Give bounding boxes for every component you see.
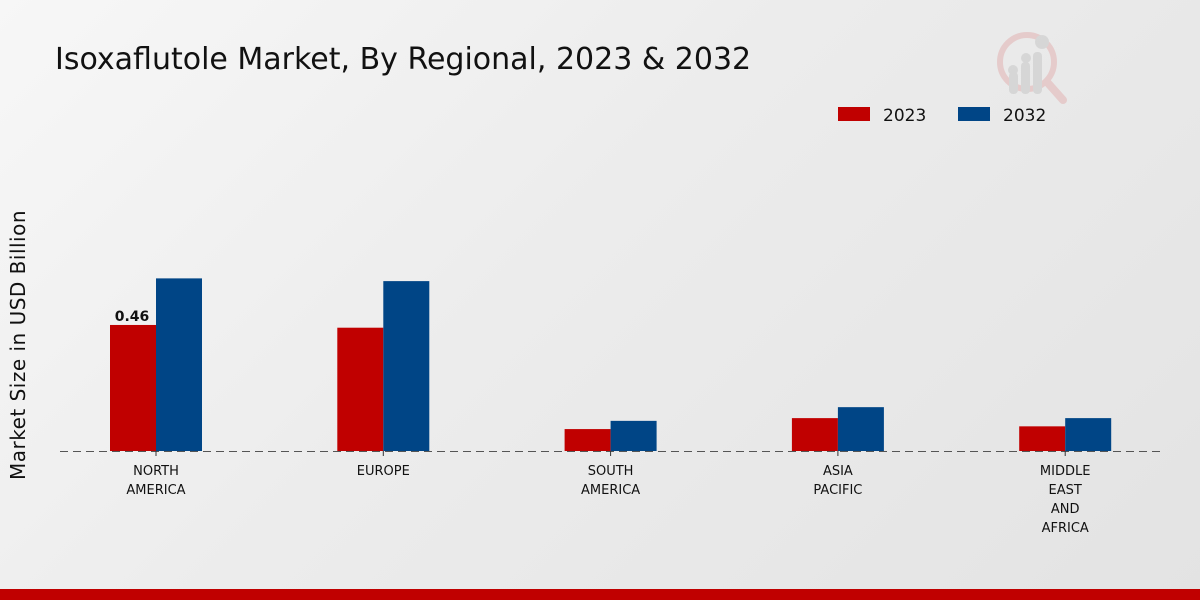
bar-2023-3 (791, 418, 838, 451)
x-tick-label: NORTH AMERICA (126, 464, 185, 498)
legend-label-2032: 2032 (1003, 106, 1046, 126)
bars (110, 278, 1112, 451)
bar-2023-1 (337, 327, 384, 451)
x-tick-label: ASIA PACIFIC (813, 464, 862, 498)
legend: 2023 2032 (838, 106, 1046, 126)
x-axis-ticks: NORTH AMERICA EUROPE SOUTH AMERICA ASIA PACIFI… (126, 451, 1090, 536)
market-research-logo-icon (997, 32, 1067, 104)
x-tick-label: EUROPE (357, 464, 410, 479)
legend-swatch-2023 (838, 107, 870, 121)
bar-2023-0 (110, 324, 156, 451)
bar-2032-0 (156, 278, 202, 451)
legend-swatch-2032 (958, 107, 990, 121)
data-labels: 0.46 (115, 309, 150, 325)
legend-label-2023: 2023 (883, 106, 926, 126)
x-tick-label: SOUTH AMERICA (581, 464, 640, 498)
y-axis-label: Market Size in USD Billion (6, 210, 30, 480)
bar-2023-4 (1019, 426, 1066, 451)
x-tick-label: MIDDLE EAST AND AFRICA (1040, 464, 1091, 536)
bar-2032-2 (610, 420, 657, 451)
chart-title: Isoxaflutole Market, By Regional, 2023 &… (55, 42, 751, 77)
footer-bar (0, 589, 1200, 600)
bar-2032-3 (837, 407, 884, 451)
bar-2023-2 (564, 429, 611, 451)
data-label: 0.46 (115, 309, 150, 325)
bar-2032-1 (383, 281, 430, 451)
bar-2032-4 (1065, 418, 1112, 451)
